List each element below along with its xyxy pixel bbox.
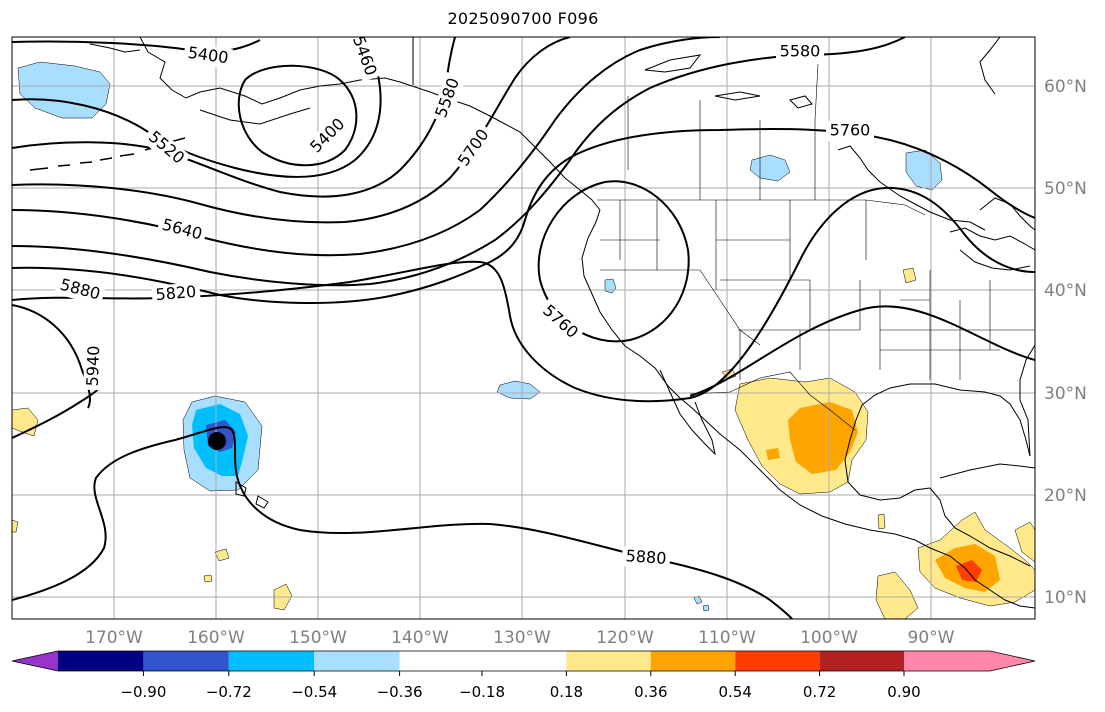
- contour-label: 5820: [155, 282, 197, 304]
- lon-label: 120°W: [596, 628, 654, 648]
- contour-label: 5940: [83, 345, 103, 386]
- colorbar-ticks: [142, 671, 905, 676]
- longitude-axis: 170°W 160°W 150°W 140°W 130°W 120°W 110°…: [85, 628, 955, 648]
- contour-5760-low: [537, 180, 690, 343]
- lon-label: 110°W: [698, 628, 756, 648]
- contour-5400: [12, 39, 261, 53]
- colorbar-bin: [143, 651, 229, 671]
- lat-label: 30°N: [1044, 384, 1087, 404]
- colorbar-bin: [314, 651, 400, 671]
- contour-5880-east: [689, 305, 1035, 397]
- lat-label: 40°N: [1044, 281, 1087, 301]
- colorbar-bin: [819, 651, 904, 671]
- map-frame: [11, 36, 1036, 620]
- colorbar-tick-label: 0.90: [887, 683, 920, 701]
- colorbar-tick-label: −0.90: [120, 683, 166, 701]
- contour-label: 5760: [830, 121, 871, 140]
- map-title: 2025090700 F096: [447, 9, 599, 28]
- colorbar: −0.90 −0.72 −0.54 −0.36 −0.18 0.18 0.36 …: [11, 650, 1036, 701]
- contour-5940: [12, 387, 101, 439]
- lon-label: 100°W: [800, 628, 858, 648]
- lon-label: 140°W: [391, 628, 449, 648]
- colorbar-bin: [228, 651, 315, 671]
- coastlines: [29, 37, 1035, 609]
- colorbar-extend-high: [904, 651, 1035, 671]
- contour-5760-north: [12, 128, 1035, 304]
- colorbar-extend-low: [12, 651, 58, 671]
- lon-label: 150°W: [289, 628, 347, 648]
- lon-label: 130°W: [493, 628, 551, 648]
- colorbar-tick-label: −0.72: [206, 683, 252, 701]
- colorbar-tick-label: −0.18: [459, 683, 505, 701]
- colorbar-bin: [566, 651, 651, 671]
- hurricane-center-marker: [208, 432, 226, 450]
- colorbar-tick-label: 0.54: [718, 683, 751, 701]
- lon-label: 90°W: [908, 628, 955, 648]
- lat-label: 60°N: [1044, 77, 1087, 97]
- contour-5880: [12, 304, 793, 619]
- colorbar-tick-label: −0.54: [291, 683, 337, 701]
- lat-label: 10°N: [1044, 588, 1087, 608]
- colorbar-bin: [399, 651, 482, 671]
- lon-label: 170°W: [85, 628, 143, 648]
- contour-5400-low: [237, 64, 358, 167]
- colorbar-tick-label: 0.36: [634, 683, 667, 701]
- colorbar-bin: [650, 651, 736, 671]
- anomaly-alaska-west: [17, 61, 111, 119]
- colorbar-tick-label: 0.72: [803, 683, 836, 701]
- lat-label: 50°N: [1044, 179, 1087, 199]
- colorbar-bin: [482, 651, 567, 671]
- political-borders: [597, 63, 1035, 431]
- colorbar-bin: [58, 651, 144, 671]
- colorbar-tick-label: 0.18: [550, 683, 583, 701]
- colorbar-bin: [735, 651, 820, 671]
- contour-label: 5580: [780, 42, 821, 61]
- lon-label: 160°W: [187, 628, 245, 648]
- contour-5580: [12, 37, 571, 224]
- colorbar-tick-label: −0.36: [377, 683, 423, 701]
- contour-label: 5880: [625, 546, 667, 568]
- colorbar-tick-labels: −0.90 −0.72 −0.54 −0.36 −0.18 0.18 0.36 …: [120, 683, 920, 701]
- anomaly-mexico-orange: [788, 402, 858, 474]
- lat-label: 20°N: [1044, 486, 1087, 506]
- latitude-axis: 60°N 50°N 40°N 30°N 20°N 10°N: [1044, 77, 1087, 608]
- contour-5820: [12, 186, 1035, 403]
- contour-5700: [12, 37, 906, 287]
